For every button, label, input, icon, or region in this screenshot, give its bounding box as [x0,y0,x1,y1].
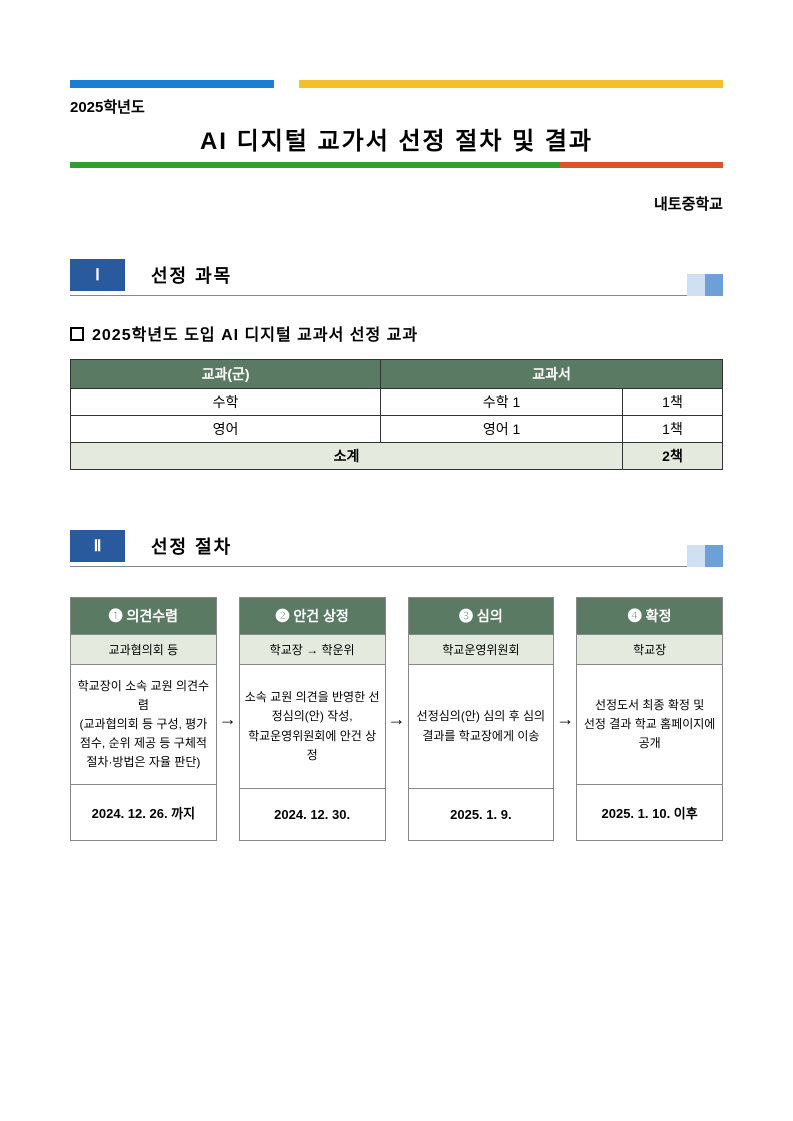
table-subtotal-row: 소계 2책 [71,443,723,470]
table-header-book: 교과서 [381,360,723,389]
page-title: AI 디지털 교가서 선정 절차 및 결과 [70,121,723,156]
step-title: ❷ 안건 상정 [240,598,385,635]
step-body: 학교장이 소속 교원 의견수렴(교과협의회 등 구성, 평가점수, 순위 제공 … [71,665,216,785]
step-title: ❶ 의견수렴 [71,598,216,635]
arrow-icon: → [217,597,239,841]
arrow-icon: → [386,597,408,841]
step-title: ❹ 확정 [577,598,722,635]
step-date: 2024. 12. 30. [240,789,385,840]
flow-step-2: ❷ 안건 상정 학교장 → 학운위 소속 교원 의견을 반영한 선정심의(안) … [239,597,386,841]
section-title: 선정 절차 [151,533,232,559]
step-subtitle: 학교운영위원회 [409,635,554,665]
step-date: 2024. 12. 26. 까지 [71,785,216,840]
top-decorative-stripe [70,80,723,88]
section-title: 선정 과목 [151,262,232,288]
section-header-1: Ⅰ 선정 과목 [70,259,723,296]
step-subtitle: 교과협의회 등 [71,635,216,665]
flow-step-3: ❸ 심의 학교운영위원회 선정심의(안) 심의 후 심의 결과를 학교장에게 이… [408,597,555,841]
title-underline-stripe [70,162,723,168]
table-row: 영어 영어 1 1책 [71,416,723,443]
checkbox-icon [70,327,84,341]
section-decor-icon [687,274,723,296]
step-date: 2025. 1. 10. 이후 [577,785,722,840]
step-subtitle: 학교장 [577,635,722,665]
step-body: 소속 교원 의견을 반영한 선정심의(안) 작성,학교운영위원회에 안건 상정 [240,665,385,789]
process-flow: ❶ 의견수렴 교과협의회 등 학교장이 소속 교원 의견수렴(교과협의회 등 구… [70,597,723,841]
table-row: 수학 수학 1 1책 [71,389,723,416]
table-header-subject: 교과(군) [71,360,381,389]
flow-step-4: ❹ 확정 학교장 선정도서 최종 확정 및선정 결과 학교 홈페이지에 공개 2… [576,597,723,841]
step-title: ❸ 심의 [409,598,554,635]
step-body: 선정심의(안) 심의 후 심의 결과를 학교장에게 이송 [409,665,554,789]
step-body: 선정도서 최종 확정 및선정 결과 학교 홈페이지에 공개 [577,665,722,785]
subjects-table: 교과(군) 교과서 수학 수학 1 1책 영어 영어 1 1책 소계 2책 [70,359,723,470]
flow-step-1: ❶ 의견수렴 교과협의회 등 학교장이 소속 교원 의견수렴(교과협의회 등 구… [70,597,217,841]
subsection-title: 2025학년도 도입 AI 디지털 교과서 선정 교과 [70,321,723,345]
school-name: 내토중학교 [70,193,723,214]
arrow-icon: → [554,597,576,841]
section-badge: Ⅱ [70,530,125,562]
step-date: 2025. 1. 9. [409,789,554,840]
year-label: 2025학년도 [70,96,723,117]
section-badge: Ⅰ [70,259,125,291]
section-header-2: Ⅱ 선정 절차 [70,530,723,567]
step-subtitle: 학교장 → 학운위 [240,635,385,665]
section-decor-icon [687,545,723,567]
